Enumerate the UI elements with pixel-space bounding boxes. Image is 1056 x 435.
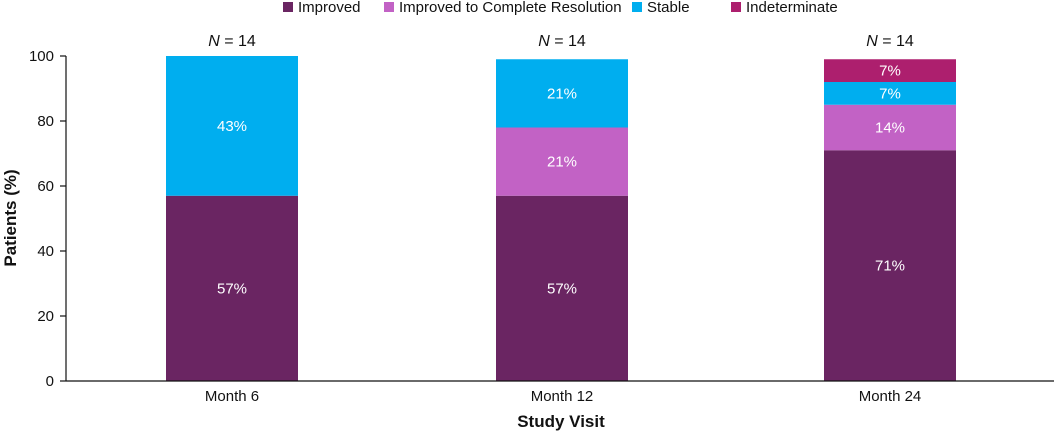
legend: Improved Improved to Complete Resolution S… — [283, 0, 838, 16]
legend-item: Improved — [283, 0, 361, 16]
y-tick-label: 20 — [37, 308, 54, 325]
bar-value-label: 43% — [217, 118, 247, 135]
y-tick-label: 100 — [29, 48, 54, 65]
legend-item: Indeterminate — [731, 0, 838, 16]
x-tick-label: Month 24 — [859, 388, 922, 405]
legend-label: Improved — [298, 0, 361, 16]
bar-value-label: 7% — [879, 85, 901, 102]
y-tick-label: 60 — [37, 178, 54, 195]
n-label: N = 14 — [866, 33, 914, 50]
legend-label: Indeterminate — [746, 0, 838, 16]
legend-swatch — [384, 2, 394, 12]
legend-swatch — [731, 2, 741, 12]
y-tick-label: 0 — [46, 373, 54, 390]
y-tick-label: 40 — [37, 243, 54, 260]
bar-value-label: 57% — [217, 280, 247, 297]
legend-item: Improved to Complete Resolution — [384, 0, 622, 16]
bar-segment — [166, 56, 298, 196]
bar-segment — [496, 127, 628, 196]
y-axis-title: Patients (%) — [1, 169, 20, 266]
bar-value-label: 57% — [547, 280, 577, 297]
n-labels: N = 14 N = 14 N = 14 — [208, 33, 914, 50]
bar-segment — [824, 150, 956, 381]
legend-item: Stable — [632, 0, 690, 16]
x-axis-title: Study Visit — [517, 412, 605, 431]
n-label: N = 14 — [208, 33, 256, 50]
x-tick-label: Month 6 — [205, 388, 259, 405]
bar-segment — [824, 104, 956, 151]
legend-swatch — [283, 2, 293, 12]
bar-value-label: 21% — [547, 85, 577, 102]
bar-value-label: 71% — [875, 258, 905, 275]
bar-segment — [496, 195, 628, 381]
bar-value-label: 14% — [875, 120, 905, 137]
bar-segment — [824, 82, 956, 105]
y-axis: 0 20 40 60 80 100 — [29, 48, 67, 390]
bar-segment — [166, 195, 298, 381]
legend-label: Stable — [647, 0, 690, 16]
bar-segment — [496, 59, 628, 128]
bars: 57% 43% 57% 21% 21% 71% 14% 7% 7% — [166, 56, 956, 381]
bar-value-label: 21% — [547, 154, 577, 171]
legend-swatch — [632, 2, 642, 12]
legend-label: Improved to Complete Resolution — [399, 0, 622, 16]
n-label: N = 14 — [538, 33, 586, 50]
x-axis: Month 6 Month 12 Month 24 — [66, 380, 1054, 405]
x-tick-label: Month 12 — [531, 388, 594, 405]
y-tick-label: 80 — [37, 113, 54, 130]
bar-value-label: 7% — [879, 63, 901, 80]
bar-segment — [824, 59, 956, 82]
